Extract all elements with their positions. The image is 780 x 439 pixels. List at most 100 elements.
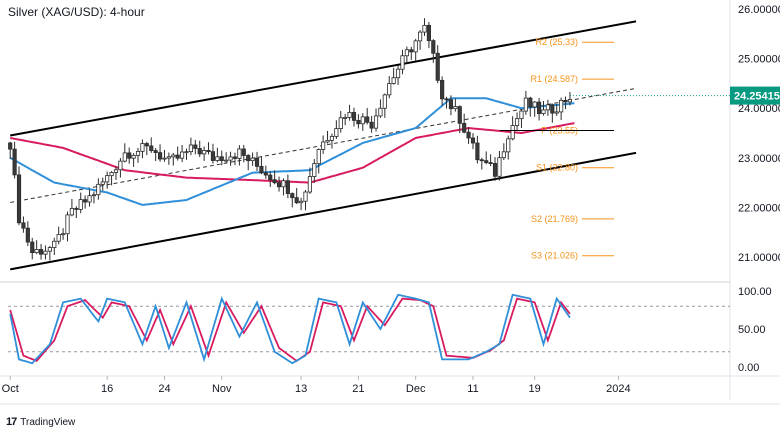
brand-label: TradingView <box>20 416 76 428</box>
candle-body <box>105 175 110 183</box>
candle-body <box>453 106 458 110</box>
candle-body <box>281 180 286 188</box>
candle-body <box>65 214 70 235</box>
candle-body <box>338 117 343 129</box>
time-tick-label: Dec <box>406 383 426 395</box>
candle-body <box>422 24 427 33</box>
time-tick-label: 13 <box>295 383 307 395</box>
candle-body <box>259 165 264 174</box>
candle-body <box>263 172 268 176</box>
candle-body <box>382 94 387 109</box>
price-tick-label: 22.00000 <box>738 202 780 214</box>
candle-body <box>140 143 145 152</box>
candle-body <box>254 157 260 167</box>
candle-body <box>127 152 132 159</box>
candle-body <box>391 77 396 84</box>
candle-body <box>356 119 361 125</box>
candle-body <box>523 97 528 112</box>
candle-body <box>21 222 26 229</box>
candle-body <box>559 99 564 113</box>
candle-body <box>162 157 167 160</box>
candle-body <box>426 24 431 42</box>
candle-body <box>83 199 88 203</box>
candle-body <box>400 55 405 70</box>
price-tick-label: 21.00000 <box>738 252 780 264</box>
candle-body <box>131 154 136 159</box>
time-tick-label: 2024 <box>606 383 630 395</box>
candle-body <box>276 182 282 188</box>
candle-body <box>492 163 498 177</box>
candle-body <box>113 169 119 173</box>
time-tick-label: 19 <box>529 383 541 395</box>
current-price-label: 24.25415 <box>734 91 780 103</box>
candle-body <box>16 174 22 224</box>
time-tick-label: 24 <box>158 383 170 395</box>
candle-body <box>431 40 436 54</box>
candle-body <box>360 116 365 125</box>
candle-body <box>351 112 357 121</box>
candle-body <box>100 181 105 185</box>
candle-body <box>347 112 352 118</box>
candle-body <box>149 145 154 151</box>
ma-fast-line <box>9 97 575 206</box>
candle-body <box>329 135 335 141</box>
candle-body <box>25 227 30 243</box>
candle-body <box>404 49 409 57</box>
candle-body <box>153 150 158 154</box>
price-tick-label: 25.00000 <box>738 54 780 66</box>
candle-body <box>272 179 277 184</box>
candle-body <box>545 104 550 111</box>
candle-body <box>488 162 493 164</box>
candle-body <box>47 247 52 252</box>
candle-body <box>373 115 379 129</box>
candle-body <box>479 159 484 162</box>
stoch-tick-label: 50.00 <box>738 324 766 336</box>
candle-body <box>219 156 224 161</box>
candle-body <box>514 118 520 126</box>
candle-body <box>325 139 330 143</box>
pivot-label: R1 (24.587) <box>530 74 578 84</box>
candle-body <box>202 150 207 155</box>
candle-body <box>61 233 66 236</box>
channel-upper-line <box>10 20 637 137</box>
candle-body <box>246 155 251 162</box>
candle-body <box>299 200 304 204</box>
candle-body <box>144 143 149 147</box>
price-tick-label: 24.00000 <box>738 103 780 115</box>
pivot-label: S3 (21.026) <box>531 251 578 261</box>
candle-body <box>321 141 326 150</box>
candle-body <box>157 152 163 160</box>
candle-body <box>56 234 61 242</box>
candle-body <box>74 208 79 210</box>
candle-body <box>206 150 211 153</box>
candle-body <box>34 249 39 254</box>
candle-body <box>96 183 101 196</box>
candle-body <box>241 148 246 156</box>
candle-body <box>122 152 127 162</box>
time-tick-label: 16 <box>101 383 113 395</box>
time-tick-label: Oct <box>2 383 19 395</box>
candle-body <box>268 174 273 181</box>
candle-body <box>501 151 506 159</box>
candle-body <box>224 159 229 162</box>
candle-body <box>30 241 35 254</box>
price-tick-label: 23.00000 <box>738 153 780 165</box>
stoch-k-line <box>9 293 571 365</box>
candle-body <box>378 107 383 117</box>
candle-body <box>334 128 339 137</box>
candle-body <box>290 193 295 199</box>
candle-body <box>193 144 198 149</box>
pivot-label: S1 (22.80) <box>536 163 578 173</box>
stoch-tick-label: 100.00 <box>738 286 772 298</box>
candle-body <box>343 117 348 119</box>
candle-body <box>466 131 471 139</box>
candle-body <box>435 52 440 81</box>
candle-body <box>440 79 445 100</box>
tradingview-brand: 17 TradingView <box>6 416 75 428</box>
candle-body <box>215 156 220 161</box>
candle-body <box>166 156 171 159</box>
candle-body <box>118 160 123 171</box>
candle-body <box>369 121 374 129</box>
candle-body <box>457 106 462 124</box>
